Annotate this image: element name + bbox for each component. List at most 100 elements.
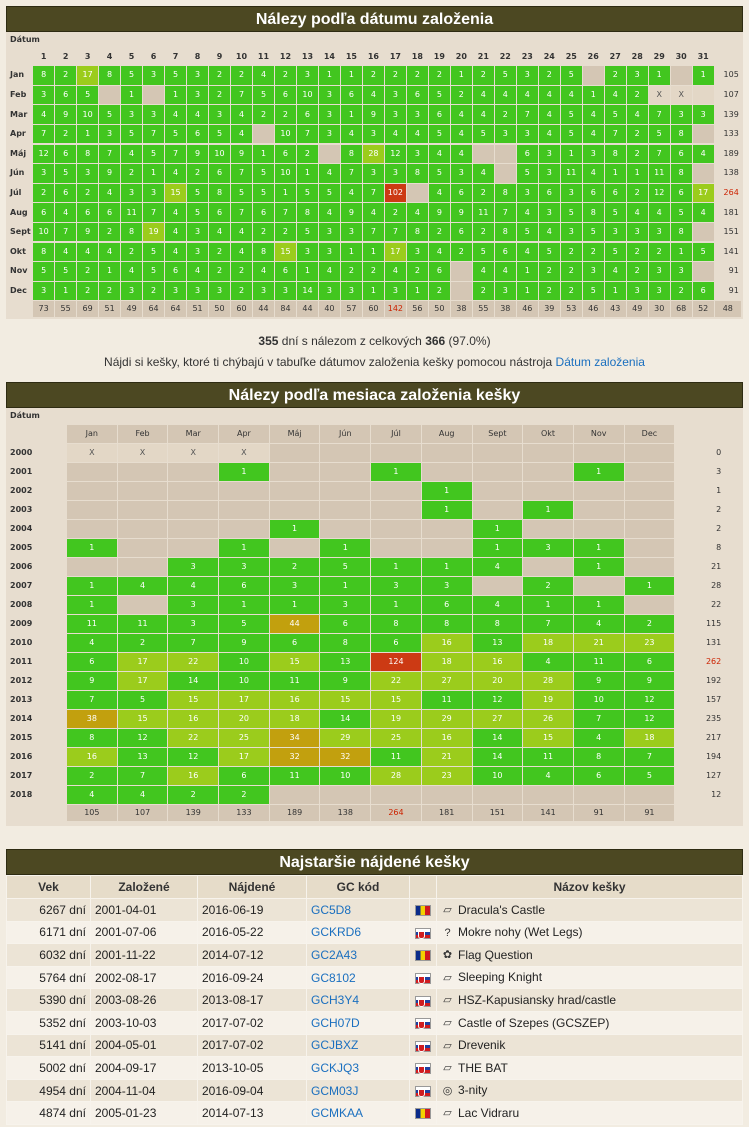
- month-cell[interactable]: 8: [573, 748, 624, 766]
- day-cell[interactable]: [692, 164, 714, 183]
- day-cell[interactable]: 5: [297, 183, 318, 203]
- day-cell[interactable]: 6: [670, 144, 692, 163]
- day-cell[interactable]: 1: [451, 66, 472, 85]
- month-cell[interactable]: 4: [472, 558, 523, 576]
- month-cell[interactable]: 3: [168, 558, 219, 576]
- day-cell[interactable]: 3: [77, 164, 98, 183]
- day-cell[interactable]: 3: [143, 105, 164, 124]
- month-cell[interactable]: 18: [523, 634, 573, 652]
- day-cell[interactable]: 5: [143, 144, 164, 163]
- month-cell[interactable]: [320, 786, 371, 804]
- month-cell[interactable]: [523, 444, 573, 462]
- month-cell[interactable]: 7: [168, 634, 219, 652]
- month-cell[interactable]: 1: [573, 463, 624, 481]
- month-cell[interactable]: 19: [523, 691, 573, 709]
- day-cell[interactable]: 7: [604, 125, 626, 144]
- month-cell[interactable]: 12: [624, 691, 675, 709]
- day-cell[interactable]: 3: [363, 164, 384, 183]
- month-cell[interactable]: [523, 482, 573, 500]
- day-cell[interactable]: 4: [451, 125, 472, 144]
- month-cell[interactable]: 11: [67, 615, 117, 633]
- day-cell[interactable]: 4: [363, 203, 384, 222]
- day-cell[interactable]: 1: [604, 281, 626, 301]
- day-cell[interactable]: 1: [275, 183, 296, 203]
- month-cell[interactable]: [573, 520, 624, 538]
- day-cell[interactable]: 5: [429, 125, 450, 144]
- day-cell[interactable]: 2: [275, 105, 296, 124]
- month-cell[interactable]: [624, 463, 675, 481]
- day-cell[interactable]: 7: [363, 183, 384, 203]
- day-cell[interactable]: [472, 144, 494, 163]
- day-cell[interactable]: 4: [582, 125, 604, 144]
- month-cell[interactable]: 6: [421, 596, 472, 614]
- month-cell[interactable]: 4: [573, 729, 624, 747]
- month-cell[interactable]: 7: [67, 691, 117, 709]
- month-cell[interactable]: 5: [320, 558, 371, 576]
- day-cell[interactable]: 14: [297, 281, 318, 301]
- month-cell[interactable]: 7: [523, 615, 573, 633]
- month-cell[interactable]: 16: [269, 691, 320, 709]
- month-cell[interactable]: 4: [67, 786, 117, 804]
- day-cell[interactable]: 2: [560, 242, 582, 261]
- day-cell[interactable]: 5: [253, 85, 274, 105]
- day-cell[interactable]: 5: [560, 66, 582, 85]
- day-cell[interactable]: 9: [451, 203, 472, 222]
- day-cell[interactable]: 2: [538, 66, 560, 85]
- month-cell[interactable]: 1: [67, 577, 117, 595]
- day-cell[interactable]: 3: [187, 66, 208, 85]
- day-cell[interactable]: 1: [297, 262, 318, 281]
- day-cell[interactable]: 1: [341, 242, 362, 261]
- day-cell[interactable]: 2: [77, 183, 98, 203]
- day-cell[interactable]: 2: [472, 223, 494, 242]
- month-cell[interactable]: 10: [219, 672, 269, 690]
- day-cell[interactable]: 5: [209, 125, 230, 144]
- month-cell[interactable]: 1: [320, 577, 371, 595]
- month-cell[interactable]: 14: [168, 672, 219, 690]
- day-cell[interactable]: 5: [231, 183, 252, 203]
- month-cell[interactable]: 2: [269, 558, 320, 576]
- day-cell[interactable]: 4: [692, 203, 714, 222]
- month-cell[interactable]: 18: [269, 710, 320, 728]
- day-cell[interactable]: 5: [187, 203, 208, 222]
- day-cell[interactable]: 3: [187, 223, 208, 242]
- month-cell[interactable]: 2: [624, 615, 675, 633]
- day-cell[interactable]: 7: [363, 223, 384, 242]
- month-cell[interactable]: 9: [320, 672, 371, 690]
- day-cell[interactable]: 3: [121, 105, 142, 124]
- day-cell[interactable]: 1: [648, 66, 670, 85]
- month-cell[interactable]: 1: [523, 596, 573, 614]
- day-cell[interactable]: 4: [626, 105, 648, 124]
- day-cell[interactable]: 2: [363, 66, 384, 85]
- day-cell[interactable]: 1: [516, 262, 538, 281]
- month-cell[interactable]: 1: [421, 482, 472, 500]
- month-cell[interactable]: 16: [421, 634, 472, 652]
- month-cell[interactable]: 6: [624, 653, 675, 671]
- month-cell[interactable]: 3: [523, 539, 573, 557]
- month-cell[interactable]: [421, 520, 472, 538]
- day-cell[interactable]: 1: [516, 281, 538, 301]
- day-cell[interactable]: 5: [692, 242, 714, 261]
- day-cell[interactable]: 6: [429, 105, 450, 124]
- day-cell[interactable]: 8: [494, 183, 516, 203]
- day-cell[interactable]: 6: [275, 144, 296, 163]
- month-cell[interactable]: [269, 539, 320, 557]
- day-cell[interactable]: 7: [143, 125, 164, 144]
- month-cell[interactable]: 1: [67, 596, 117, 614]
- day-cell[interactable]: [407, 183, 428, 203]
- day-cell[interactable]: 3: [626, 281, 648, 301]
- month-cell[interactable]: 16: [168, 767, 219, 785]
- day-cell[interactable]: 12: [648, 183, 670, 203]
- month-cell[interactable]: 22: [371, 672, 421, 690]
- day-cell[interactable]: 6: [451, 223, 472, 242]
- day-cell[interactable]: 2: [209, 66, 230, 85]
- day-cell[interactable]: 6: [429, 262, 450, 281]
- month-cell[interactable]: 8: [320, 634, 371, 652]
- day-cell[interactable]: 1: [297, 164, 318, 183]
- month-cell[interactable]: 25: [219, 729, 269, 747]
- day-cell[interactable]: 1: [341, 105, 362, 124]
- day-cell[interactable]: 3: [648, 281, 670, 301]
- month-cell[interactable]: 11: [421, 691, 472, 709]
- month-cell[interactable]: 8: [67, 729, 117, 747]
- day-cell[interactable]: 7: [516, 105, 538, 124]
- day-cell[interactable]: 3: [582, 262, 604, 281]
